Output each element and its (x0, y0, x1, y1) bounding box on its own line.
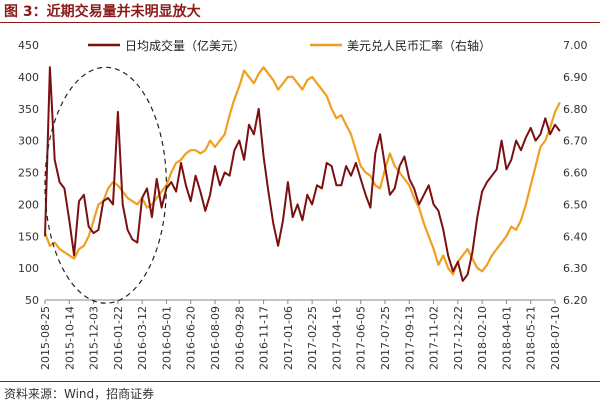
x-tick-label: 2016-05-01 (160, 306, 173, 370)
chart-ticks: 50 100 150 200 250 300 350 400 450 6.20 6.30 6.40 6.… (18, 39, 588, 370)
legend-label-volume: 日均成交量（亿美元） (125, 38, 245, 53)
chart-legend: 日均成交量（亿美元） 美元兑人民币汇率（右轴） (88, 38, 491, 53)
x-tick-label: 2017-11-02 (428, 306, 441, 370)
x-tick-label: 2018-07-10 (549, 306, 562, 370)
y-left-tick-label: 300 (18, 135, 39, 148)
volume-series-line (44, 66, 561, 282)
figure-title: 图 3：近期交易量并未明显放大 (4, 4, 201, 20)
x-tick-label: 2017-09-13 (403, 306, 416, 370)
y-right-tick-label: 7.00 (563, 39, 588, 52)
x-tick-label: 2017-07-25 (379, 306, 392, 370)
chart-lines (43, 66, 561, 282)
chart: 50 100 150 200 250 300 350 400 450 6.20 6.30 6.40 6.… (18, 38, 588, 370)
x-tick-label: 2017-01-06 (282, 306, 295, 370)
y-left-tick-label: 150 (18, 230, 39, 243)
y-right-tick-label: 6.80 (563, 103, 588, 116)
y-right-tick-label: 6.60 (563, 167, 588, 180)
y-left-tick-label: 450 (18, 39, 39, 52)
y-left-tick-label: 100 (18, 262, 39, 275)
chart-annotations (44, 66, 168, 304)
x-tick-label: 2017-04-16 (330, 306, 343, 370)
source-divider (0, 381, 600, 382)
x-tick-label: 2018-04-01 (500, 306, 513, 370)
y-left-tick-label: 400 (18, 71, 39, 84)
y-right-tick-label: 6.40 (563, 230, 588, 243)
y-left-tick-label: 250 (18, 167, 39, 180)
y-left-tick-label: 200 (18, 198, 39, 211)
x-tick-label: 2016-03-12 (136, 306, 149, 370)
x-tick-label: 2016-11-17 (258, 306, 271, 370)
x-tick-label: 2018-05-21 (525, 306, 538, 370)
x-tick-label: 2017-06-05 (355, 306, 368, 370)
x-tick-label: 2016-08-09 (209, 306, 222, 370)
x-tick-label: 2016-01-22 (112, 306, 125, 370)
x-tick-label: 2015-08-25 (39, 306, 52, 370)
x-tick-label: 2015-12-03 (88, 306, 101, 370)
x-tick-label: 2016-09-28 (233, 306, 246, 370)
y-right-tick-label: 6.50 (563, 198, 588, 211)
y-right-tick-label: 6.90 (563, 71, 588, 84)
x-tick-label: 2015-10-14 (63, 306, 76, 370)
y-left-tick-label: 350 (18, 103, 39, 116)
y-left-tick-label: 50 (25, 294, 39, 307)
y-right-tick-label: 6.20 (563, 294, 588, 307)
fx-rate-series-line (43, 66, 561, 276)
title-divider (0, 22, 600, 23)
x-tick-label: 2016-06-20 (185, 306, 198, 370)
y-right-tick-label: 6.30 (563, 262, 588, 275)
x-tick-label: 2017-12-22 (452, 306, 465, 370)
legend-label-fx: 美元兑人民币汇率（右轴） (347, 38, 491, 53)
y-right-tick-label: 6.70 (563, 135, 588, 148)
source-note: 资料来源：Wind，招商证券 (4, 387, 155, 401)
x-tick-label: 2017-02-25 (306, 306, 319, 370)
dashed-ellipse-annotation (44, 66, 168, 304)
x-tick-label: 2018-02-10 (476, 306, 489, 370)
